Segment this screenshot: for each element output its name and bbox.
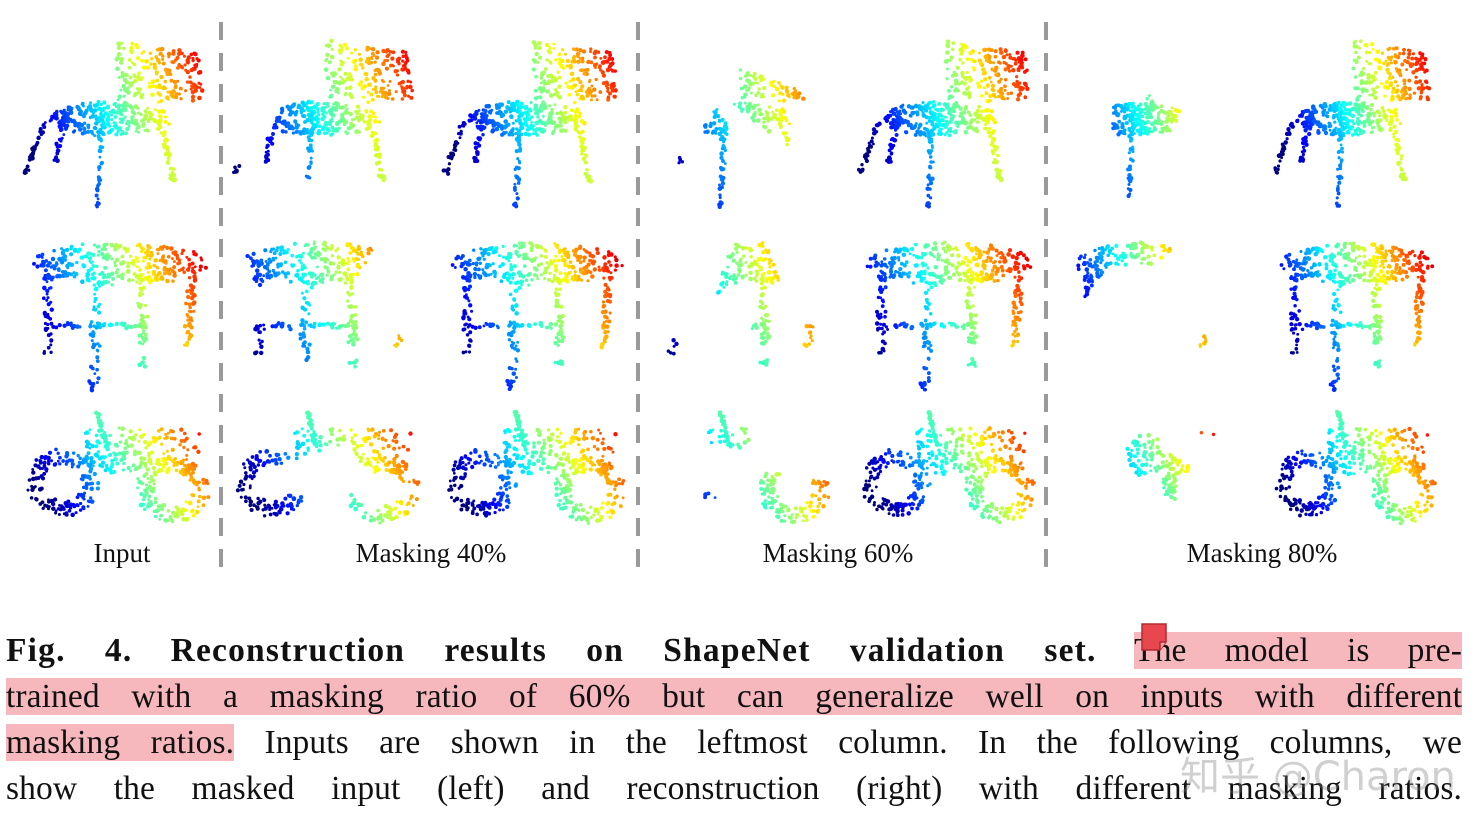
caption-text: show the masked input (left) and reconst… [6,770,1462,807]
caption-label: Fig. 4. [6,632,133,669]
figure-caption: Fig. 4. Reconstruction results on ShapeN… [6,628,1463,812]
caption-title: Reconstruction results on ShapeNet valid… [170,632,1097,669]
caption-line-2: trained with a masking ratio of 60% but … [6,674,1462,720]
caption-line-4: show the masked input (left) and reconst… [6,766,1462,812]
reconstruction-figure: Input Masking 40% Masking 60% Masking 80… [22,22,1437,580]
column-label-input: Input [93,538,151,568]
column-label-masking-80: Masking 80% [1186,538,1338,568]
highlighted-text[interactable]: trained with a masking ratio of 60% but … [6,678,1462,715]
caption-line-3: masking ratios. Inputs are shown in the … [6,720,1462,766]
highlighted-text[interactable]: masking ratios. [6,724,235,761]
sticky-note-icon[interactable] [1140,622,1170,652]
watermark: 知乎 @Charon [1180,754,1456,800]
caption-line-1: Fig. 4. Reconstruction results on ShapeN… [6,628,1463,674]
column-label-masking-40: Masking 40% [355,538,507,568]
highlighted-text[interactable]: The model is pre- [1134,632,1463,669]
point-cloud-grid [22,22,1437,580]
caption-text: Inputs are shown in the leftmost column.… [234,724,1462,761]
column-label-masking-60: Masking 60% [762,538,914,568]
